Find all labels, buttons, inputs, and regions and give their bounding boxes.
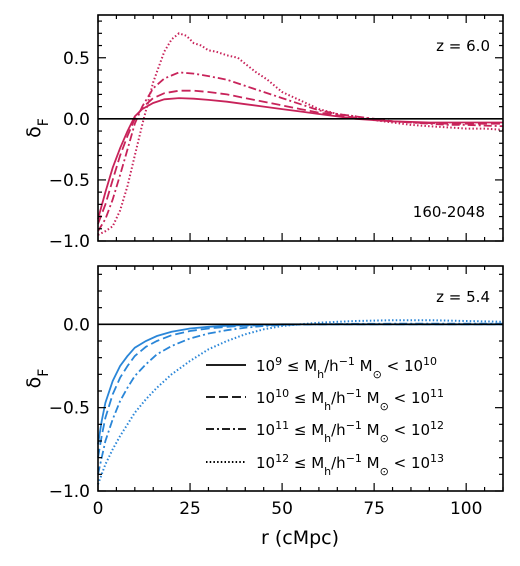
legend-label-part: 12	[430, 419, 444, 432]
legend-label-part: ≤ M	[289, 389, 324, 407]
bot-ytick-label: −0.5	[49, 399, 90, 419]
x-tick-label: 75	[363, 499, 385, 519]
legend-label-part: /h	[324, 357, 339, 375]
legend-label-part: 10	[256, 389, 275, 407]
top-series-dashdot	[97, 71, 504, 232]
legend-label-part: h	[324, 400, 331, 413]
x-axis-label: r (cMpc)	[261, 527, 339, 549]
bottom-ylabel-sub: F	[36, 369, 52, 377]
top-series-lines	[97, 32, 504, 236]
legend-label-part: −1	[339, 355, 355, 368]
legend-label-part: M	[362, 421, 380, 439]
legend-label-part: M	[355, 357, 373, 375]
top-ylabel-sub: F	[36, 118, 52, 126]
x-tick-label: 50	[271, 499, 293, 519]
legend-label-part: 10	[256, 454, 275, 472]
legend-label-part: ⊙	[373, 368, 382, 381]
legend-label-part: h	[324, 465, 331, 478]
legend-label-part: < 10	[389, 421, 430, 439]
top-ytick-label: −0.5	[49, 171, 90, 191]
legend-label-part: 13	[430, 452, 444, 465]
top-simulation-annotation: 160-2048	[413, 203, 485, 221]
top-panel: −1.0 −0.5 0.0 0.5 z = 6.0 160-2048 δF	[23, 14, 504, 252]
legend-label-part: 11	[430, 387, 444, 400]
legend-label-part: M	[362, 454, 380, 472]
legend-label: 109 ≤ Mh/h−1 M⊙ < 1010	[256, 355, 437, 381]
legend-label-part: ⊙	[380, 432, 389, 445]
bottom-ylabel-main: δ	[23, 377, 45, 389]
legend-label: 1010 ≤ Mh/h−1 M⊙ < 1011	[256, 387, 444, 413]
legend-label-part: −1	[346, 419, 362, 432]
legend-label-part: 11	[275, 419, 289, 432]
legend-label-part: 12	[275, 452, 289, 465]
x-tick-label: 0	[93, 499, 104, 519]
legend-label-part: < 10	[389, 454, 430, 472]
legend-label-part: /h	[331, 389, 346, 407]
bottom-ticks: −1.0 −0.5 0.0 0 25 50 75 100	[49, 266, 504, 519]
legend-label-part: ⊙	[380, 465, 389, 478]
legend-label-part: /h	[331, 454, 346, 472]
legend-label-part: 10	[275, 387, 289, 400]
legend-label: 1011 ≤ Mh/h−1 M⊙ < 1012	[256, 419, 444, 445]
bottom-redshift-annotation: z = 5.4	[436, 288, 490, 306]
legend-label-part: −1	[346, 387, 362, 400]
top-series-solid	[97, 97, 503, 220]
legend-label-part: 9	[275, 355, 282, 368]
legend-label-part: /h	[331, 421, 346, 439]
legend-label-part: ≤ M	[282, 357, 317, 375]
legend-label-part: 10	[256, 421, 275, 439]
legend-label-part: −1	[346, 452, 362, 465]
top-ytick-label: −1.0	[49, 232, 90, 252]
top-y-axis-label: δF	[23, 118, 52, 138]
top-redshift-annotation: z = 6.0	[436, 37, 490, 55]
bot-ytick-label: −1.0	[49, 482, 90, 502]
legend-label-part: 10	[256, 357, 275, 375]
x-tick-label: 25	[179, 499, 201, 519]
top-ytick-label: 0.5	[63, 49, 90, 69]
bot-ytick-label: 0.0	[63, 315, 90, 335]
bot-series-dashed	[97, 323, 503, 458]
top-ylabel-main: δ	[23, 126, 45, 138]
bot-series-dotted	[97, 319, 504, 485]
top-ticks: −1.0 −0.5 0.0 0.5	[49, 15, 504, 252]
legend-label-part: 10	[423, 355, 437, 368]
top-ytick-label: 0.0	[63, 110, 90, 130]
bottom-panel: −1.0 −0.5 0.0 0 25 50 75 100 z = 5.4 δF r (cMpc…	[23, 265, 504, 549]
legend-label: 1012 ≤ Mh/h−1 M⊙ < 1013	[256, 452, 444, 478]
legend-label-part: < 10	[389, 389, 430, 407]
legend-label-part: < 10	[382, 357, 423, 375]
legend-label-part: ≤ M	[289, 421, 324, 439]
x-tick-label: 100	[450, 499, 482, 519]
legend-label-part: h	[324, 432, 331, 445]
bottom-y-axis-label: δF	[23, 369, 52, 389]
legend-label-part: M	[362, 389, 380, 407]
legend-label-part: ⊙	[380, 400, 389, 413]
legend-label-part: ≤ M	[289, 454, 324, 472]
legend-label-part: h	[317, 368, 324, 381]
